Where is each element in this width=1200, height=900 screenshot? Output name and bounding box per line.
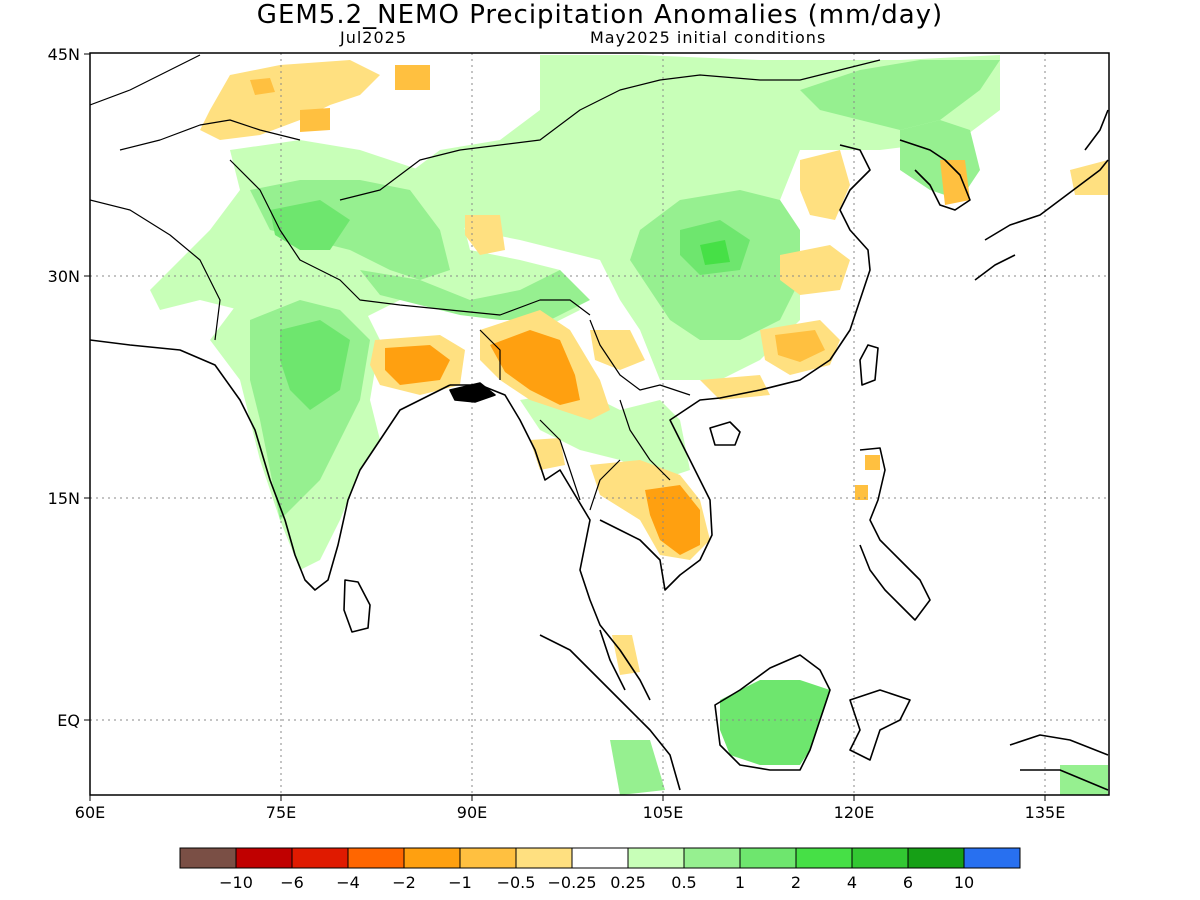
colorbar-label: −0.5 [497,873,536,892]
colorbar-label: −2 [392,873,416,892]
anomaly-region-malaya-yellow [612,635,640,675]
colorbar-swatch [963,847,1021,869]
anomaly-region-tibet-yellow [465,215,505,255]
map-frame [89,52,1110,796]
anomaly-region-bengal-orange [385,345,450,385]
lat-tick-label: 30N [48,267,80,286]
anomaly-region-northeast-green [800,60,1000,130]
borneo-coastline [714,654,831,771]
colorbar-swatch [459,847,517,869]
colorbar-swatch [907,847,965,869]
sri-lanka-coastline [343,579,371,633]
colorbar-swatch [683,847,741,869]
colorbar-swatch [291,847,349,869]
philippines-coastline [859,447,931,621]
anomaly-shading [150,55,1108,795]
anomaly-region-himalaya-core [270,200,350,250]
anomaly-region-korea-yellow [940,160,970,205]
anomaly-region-sumatra-green [610,740,665,795]
anomaly-region-borneo-green [720,680,830,765]
colorbar-swatch [795,847,853,869]
new-guinea-coastline [1009,734,1109,791]
colorbar-swatch [179,847,237,869]
map-gridlines [90,53,1109,795]
initial-conditions-label: May2025 initial conditions [590,28,827,47]
malay-sumatra-coastline [539,629,681,791]
bangladesh-delta [449,382,496,403]
anomaly-region-china-max [700,240,730,265]
taiwan-coastline [859,344,879,386]
lon-tick-label: 120E [834,803,875,822]
anomaly-region-west-yellow [200,60,380,140]
anomaly-region-cambodia-orange [645,485,700,555]
hainan-coastline [709,421,741,446]
colorbar-label: 0.5 [671,873,696,892]
colorbar-swatch [347,847,405,869]
axis-ticks [84,53,1046,801]
colorbar-label: 4 [847,873,857,892]
colorbar-swatch [739,847,797,869]
colorbar-swatch [515,847,573,869]
lat-tick-label: 45N [48,45,80,64]
colorbar-swatch [235,847,293,869]
anomaly-region-burma-yellow [530,438,565,470]
colorbar-label: 2 [791,873,801,892]
colorbar-swatch [571,847,629,869]
lon-tick-label: 90E [457,803,487,822]
colorbar-label: −0.25 [547,873,596,892]
colorbar-swatch [403,847,461,869]
bay-of-bengal-east-coast [450,384,651,701]
india-coastline [90,339,451,591]
anomaly-region-myanmar-orange [490,330,580,405]
map-title: GEM5.2_NEMO Precipitation Anomalies (mm/… [256,0,944,30]
lon-tick-label: 105E [643,803,684,822]
anomaly-region-himalaya-green [360,270,590,320]
colorbar-label: 1 [735,873,745,892]
lon-tick-label: 135E [1025,803,1066,822]
anomaly-region-bay-light-green [520,390,690,480]
anomaly-region-east-china-yellow [780,150,850,295]
lon-tick-label: 60E [75,803,105,822]
korea-coastline [899,139,971,211]
colorbar-label: 6 [903,873,913,892]
lat-tick-label: 15N [48,489,80,508]
anomaly-region-philippines-orange [855,455,880,500]
colorbar-swatch [851,847,909,869]
lat-tick-label: EQ [57,711,80,730]
anomaly-region-west-orange [250,65,430,132]
sulawesi-coastline [849,689,911,761]
colorbar-label: 0.25 [610,873,646,892]
colorbar-legend: −10 −6 −4 −2 −1 −0.5 −0.25 0.25 0.5 1 2 4 6 10 [179,847,1021,892]
japan-coastline [974,109,1109,281]
coastlines-and-borders [90,54,1109,791]
country-borders [90,54,881,511]
lon-tick-label: 75E [266,803,296,822]
indochina-coastline [599,144,871,591]
colorbar-label: −4 [336,873,360,892]
colorbar-label: −1 [448,873,472,892]
colorbar-swatch [627,847,685,869]
anomaly-region-south-china-orange [775,330,825,362]
colorbar-label: −6 [280,873,304,892]
colorbar-label: −10 [219,873,253,892]
forecast-month: Jul2025 [340,28,408,47]
anomaly-region-india-core [280,320,350,410]
colorbar-label: 10 [954,873,974,892]
